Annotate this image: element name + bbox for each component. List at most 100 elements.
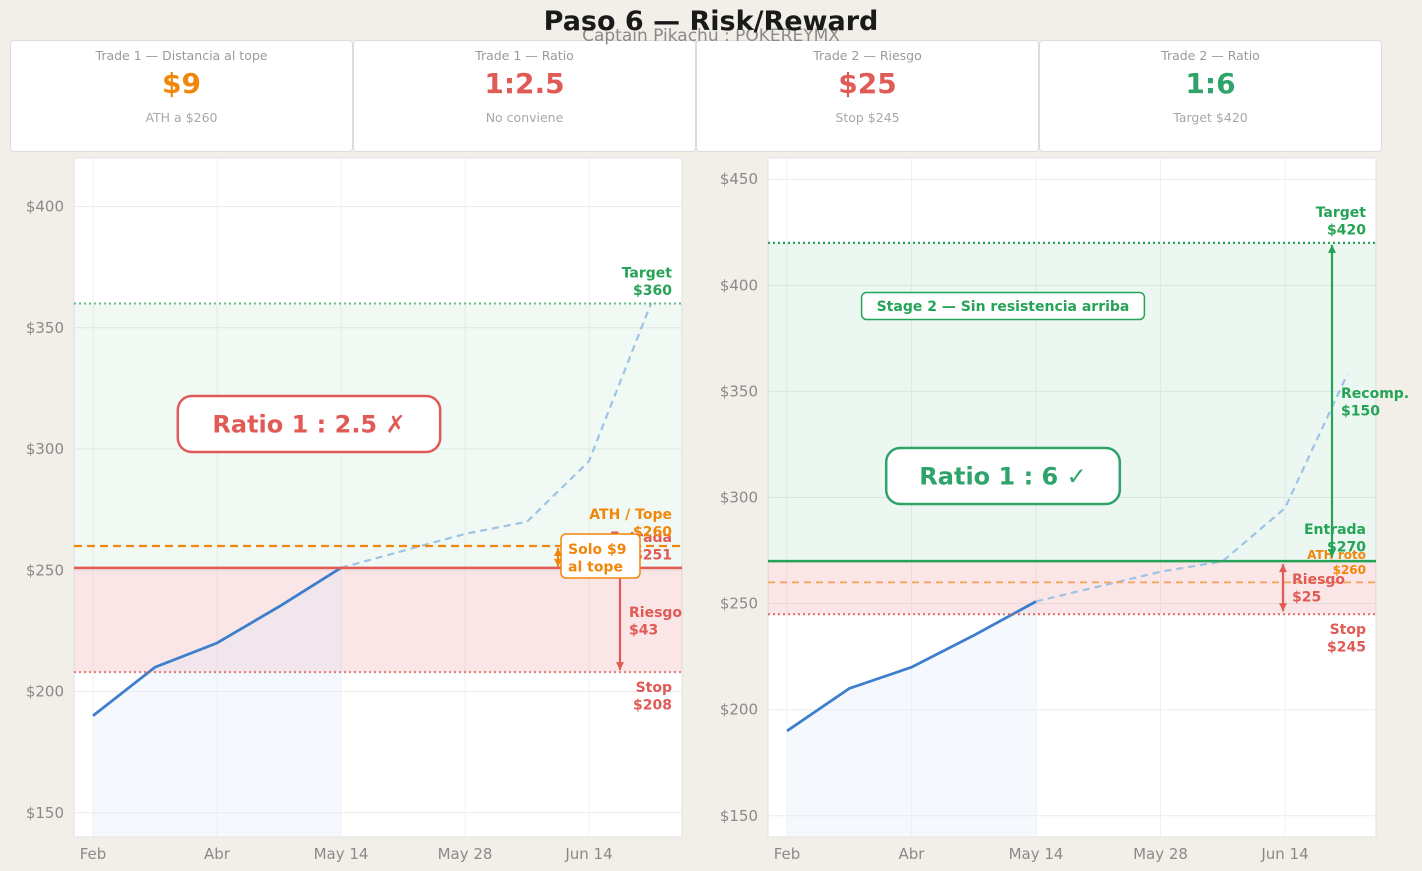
risk-label: Riesgo $43	[629, 605, 682, 639]
ath-label: ATH roto $260	[1307, 548, 1366, 577]
target-label-line: $420	[1327, 222, 1366, 238]
metric-card-trade2-risk: Trade 2 — Riesgo $25 Stop $245	[696, 40, 1039, 152]
y-tick-label: $200	[720, 701, 758, 719]
y-tick-label: $250	[26, 561, 64, 579]
x-tick-label: Abr	[899, 845, 926, 863]
y-tick-label: $200	[26, 683, 64, 701]
metric-card-trade1-ratio: Trade 1 — Ratio 1:2.5 No conviene	[353, 40, 696, 152]
chart-panel-2: $150 $200 $250 $300 $350 $400 $450 Feb Abr May 14…	[720, 157, 1409, 863]
metric-card-sub: Target $420	[1173, 110, 1248, 125]
gap-box-frame	[560, 533, 641, 579]
stop-label-line: Stop	[636, 680, 672, 696]
y-tick-label: $350	[26, 319, 64, 337]
entry-label: Entrada $270	[1304, 522, 1366, 556]
target-label-line: Target	[622, 266, 673, 282]
metric-card-label: Trade 2 — Riesgo	[813, 48, 922, 63]
risk-zone	[768, 561, 1376, 615]
metric-card-value: 1:2.5	[484, 67, 565, 100]
reward-zone	[768, 242, 1376, 562]
x-tick-label: Jun 14	[1260, 845, 1308, 863]
gap-box-label-line: al tope	[568, 560, 623, 576]
x-tick-label: May 28	[438, 845, 493, 863]
gap-box-label-line: Solo $9	[568, 542, 626, 558]
metric-card-trade1-distance: Trade 1 — Distancia al tope $9 ATH a $26…	[10, 40, 353, 152]
ath-label-line: ATH / Tope	[589, 507, 672, 523]
target-label-line: Target	[1316, 205, 1367, 221]
x-tick-label: Feb	[774, 845, 801, 863]
y-tick-label: $150	[720, 807, 758, 825]
stop-label-line: $245	[1327, 640, 1366, 656]
reward-arrow-head	[1328, 244, 1336, 253]
risk-arrow-head	[616, 662, 624, 671]
y-tick-label: $150	[26, 804, 64, 822]
metric-card-value: 1:6	[1185, 67, 1236, 100]
stage-box-frame	[860, 291, 1146, 321]
gap-box-label: Solo $9 al tope	[568, 542, 626, 576]
gap-arrow-head	[554, 558, 562, 567]
reward-arrow-head	[1328, 549, 1336, 558]
ath-label-line: $260	[1333, 563, 1366, 577]
ath-label: ATH / Tope $260	[589, 507, 672, 541]
gap-arrow-head	[554, 548, 562, 556]
metric-card-sub: ATH a $260	[145, 110, 218, 125]
metric-card-label: Trade 1 — Ratio	[475, 48, 574, 63]
reward-label-line: $150	[1341, 404, 1380, 420]
y-tick-label: $300	[26, 440, 64, 458]
metric-card-sub: Stop $245	[835, 110, 900, 125]
y-tick-label: $350	[720, 382, 758, 400]
risk-label-line: $25	[1292, 590, 1321, 606]
target-label: Target $420	[1316, 205, 1367, 239]
ath-label-line: $260	[633, 525, 672, 541]
x-tick-label: Jun 14	[564, 845, 612, 863]
x-tick-label: Feb	[80, 845, 107, 863]
ratio-box-frame	[176, 394, 442, 454]
y-tick-label: $450	[720, 170, 758, 188]
ath-label-line: ATH roto	[1307, 548, 1366, 562]
metric-card-label: Trade 2 — Ratio	[1161, 48, 1260, 63]
projection-line	[340, 303, 653, 569]
metric-card-value: $9	[162, 67, 201, 100]
metric-card-sub: No conviene	[485, 110, 564, 125]
price-area	[93, 567, 341, 837]
entry-label-line: $270	[1327, 540, 1366, 556]
page-title: Paso 6 — Risk/Reward	[543, 6, 879, 37]
projection-line	[1035, 373, 1349, 603]
stop-label-line: $208	[633, 698, 672, 714]
plot-area	[73, 157, 683, 838]
reward-label-line: Recomp.	[1341, 386, 1409, 402]
entry-label-line: $251	[633, 547, 672, 563]
x-tick-label: May 28	[1133, 845, 1188, 863]
risk-zone	[74, 567, 682, 673]
stop-label-line: Stop	[1330, 622, 1366, 638]
page-subtitle: Captain Pikachu : POKEREYMX	[582, 26, 840, 46]
x-tick-label: Abr	[204, 845, 231, 863]
metric-card-trade2-ratio: Trade 2 — Ratio 1:6 Target $420	[1039, 40, 1382, 152]
x-tick-label: May 14	[1009, 845, 1064, 863]
target-label-line: $360	[633, 283, 672, 299]
risk-arrow-head	[1279, 603, 1287, 612]
chart-panel-1: $150 $200 $250 $300 $350 $400 Feb Abr May 14 May …	[26, 157, 683, 863]
reward-label: Recomp. $150	[1341, 386, 1409, 420]
x-tick-label: May 14	[314, 845, 369, 863]
stop-label: Stop $208	[633, 680, 672, 714]
ratio-box: Ratio 1 : 2.5 ✗	[212, 411, 405, 439]
price-area	[787, 601, 1036, 837]
metric-card-label: Trade 1 — Distancia al tope	[95, 48, 268, 63]
entry-label-line: Entrada	[1304, 522, 1366, 538]
stage-box: Stage 2 — Sin resistencia arriba	[877, 299, 1130, 315]
y-tick-label: $250	[720, 595, 758, 613]
stop-label: Stop $245	[1327, 622, 1366, 656]
risk-label-line: Riesgo	[1292, 572, 1345, 588]
metric-card-value: $25	[838, 67, 897, 100]
risk-label: Riesgo $25	[1292, 572, 1345, 606]
y-tick-label: $400	[26, 198, 64, 216]
y-tick-label: $300	[720, 489, 758, 507]
y-tick-label: $400	[720, 276, 758, 294]
target-label: Target $360	[622, 266, 673, 300]
risk-label-line: Riesgo	[629, 605, 682, 621]
risk-label-line: $43	[629, 622, 658, 638]
ratio-box: Ratio 1 : 6 ✓	[919, 463, 1086, 491]
ratio-box-frame	[884, 446, 1122, 506]
risk-arrow-head	[1279, 564, 1287, 573]
